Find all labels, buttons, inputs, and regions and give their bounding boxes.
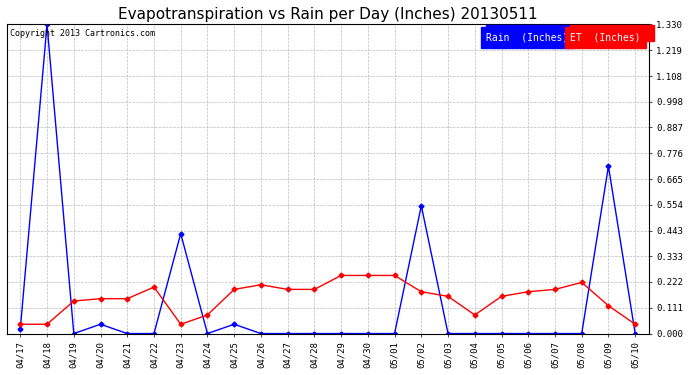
Text: Copyright 2013 Cartronics.com: Copyright 2013 Cartronics.com — [10, 29, 155, 38]
Title: Evapotranspiration vs Rain per Day (Inches) 20130511: Evapotranspiration vs Rain per Day (Inch… — [118, 7, 538, 22]
Legend: Rain  (Inches), ET  (Inches): Rain (Inches), ET (Inches) — [483, 29, 644, 45]
